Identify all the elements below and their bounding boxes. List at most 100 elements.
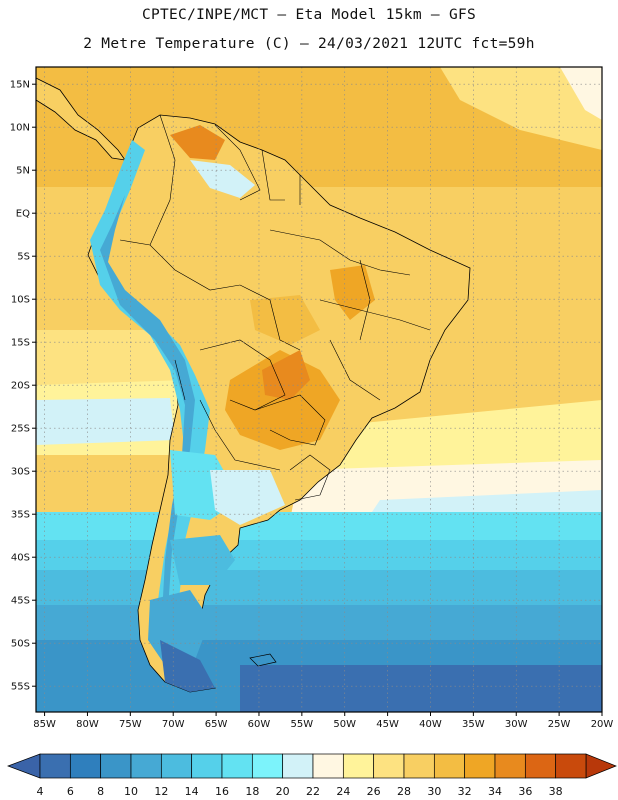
colorbar-label: 26 [367, 785, 381, 798]
colorbar-swatch [494, 753, 526, 779]
colorbar-label: 28 [397, 785, 411, 798]
colorbar-label: 30 [427, 785, 441, 798]
lon-label: 45W [376, 719, 399, 730]
colorbar-swatch [403, 753, 435, 779]
lat-label: EQ [16, 209, 30, 220]
warm-zone-central [250, 295, 320, 345]
colorbar-label: 4 [37, 785, 44, 798]
colorbar-swatch [282, 753, 314, 779]
border-paraguay [254, 394, 326, 446]
colorbar-swatch [433, 753, 466, 779]
lon-label: 25W [548, 719, 571, 730]
argentina-mild-zone [210, 470, 285, 525]
lon-label: 65W [205, 719, 228, 730]
ocean-south-band-6 [240, 665, 602, 712]
guiana-highlands-cool [190, 160, 255, 198]
colorbar-swatch [555, 753, 587, 779]
lon-label: 80W [76, 719, 99, 730]
lat-label: 30S [11, 467, 30, 478]
lon-label: 40W [419, 719, 442, 730]
border-argentina-north [199, 399, 281, 471]
colorbar-label: 36 [518, 785, 532, 798]
andes-colder-strip [100, 195, 195, 615]
colorbar-label: 24 [336, 785, 350, 798]
border-bolivia-north [239, 284, 301, 351]
hot-zone-venezuela [170, 125, 225, 160]
ocean-north-east-corner [560, 67, 602, 120]
colorbar-over-arrow [585, 753, 617, 779]
country-borders [119, 114, 431, 501]
latitude-labels: 15N 10N 5N EQ 5S 10S 15S 20S 25S 30S 35S 40S 45S 50S 5… [10, 80, 36, 693]
ocean-pacific-cool [36, 398, 175, 445]
lon-label: 35W [462, 719, 485, 730]
border-bolivia-south [199, 339, 286, 411]
colorbar-swatch [524, 753, 557, 779]
border-peru [119, 239, 241, 291]
lat-label: 45S [11, 596, 30, 607]
colorbar-swatch [191, 753, 223, 779]
colorbar-label: 32 [458, 785, 472, 798]
lon-label: 20W [591, 719, 614, 730]
header-line-1: CPTEC/INPE/MCT – Eta Model 15km – GFS [141, 7, 477, 23]
lon-label: 60W [248, 719, 271, 730]
falkland-islands [249, 653, 277, 667]
lat-label: 5N [16, 166, 30, 177]
patagonia-north-cold [170, 535, 235, 585]
colorbar-label: 16 [215, 785, 229, 798]
colorbar-label: 12 [154, 785, 168, 798]
colorbar-label: 10 [124, 785, 138, 798]
colorbar-label: 14 [185, 785, 199, 798]
colorbar-label: 8 [97, 785, 104, 798]
border-chile-north [174, 359, 186, 401]
lon-label: 55W [291, 719, 314, 730]
map-field [36, 67, 602, 712]
lat-label: 20S [11, 381, 30, 392]
lon-label: 50W [333, 719, 356, 730]
longitude-labels: 85W 80W 75W 70W 65W 60W 55W 50W 45W 40W 35W 30W 25W 2… [33, 712, 613, 730]
header-line-2: 2 Metre Temperature (C) – 24/03/2021 12U… [83, 36, 535, 52]
colorbar-label: 22 [306, 785, 320, 798]
colorbar-swatch [221, 753, 253, 779]
colorbar-swatch [100, 753, 132, 779]
lon-label: 75W [119, 719, 142, 730]
lat-label: 15S [11, 338, 30, 349]
tierra-del-fuego-cold [160, 640, 215, 692]
border-brazil-states-north [269, 229, 411, 276]
hot-zone-interior [225, 350, 340, 450]
colorbar-swatch [130, 753, 162, 779]
lon-label: 30W [505, 719, 528, 730]
lat-label: 40S [11, 553, 30, 564]
lat-label: 25S [11, 424, 30, 435]
colorbar-label: 6 [67, 785, 74, 798]
border-brazil-states-east [359, 259, 371, 341]
central-america-land [36, 77, 126, 161]
colorbar-swatch [342, 753, 375, 779]
colorbar-label: 18 [245, 785, 259, 798]
lat-label: 10N [10, 123, 30, 134]
colorbar-label: 20 [276, 785, 290, 798]
border-guyana [261, 149, 285, 201]
colorbar-swatch [160, 753, 193, 779]
border-colombia [149, 114, 176, 246]
border-venezuela [214, 124, 261, 201]
lat-label: 50S [11, 639, 30, 650]
colorbar-swatch [373, 753, 405, 779]
border-brazil-states-central [319, 299, 431, 331]
lat-label: 10S [11, 295, 30, 306]
border-brazil-states-southeast [329, 339, 381, 401]
colorbar-swatch [39, 753, 71, 779]
lon-label: 85W [33, 719, 56, 730]
map-frame [35, 66, 603, 713]
lat-label: 35S [11, 510, 30, 521]
ocean-north-east-band [440, 67, 602, 150]
hot-zone-core [262, 350, 310, 400]
border-uruguay [289, 454, 331, 501]
colorbar-swatch [464, 753, 496, 779]
colorbar-swatch [69, 753, 102, 779]
hot-zone-northeast [330, 265, 375, 320]
colorbar-swatch [312, 753, 344, 779]
lat-label: 15N [10, 80, 30, 91]
lon-label: 70W [162, 719, 185, 730]
colorbar-under-arrow [7, 753, 41, 779]
